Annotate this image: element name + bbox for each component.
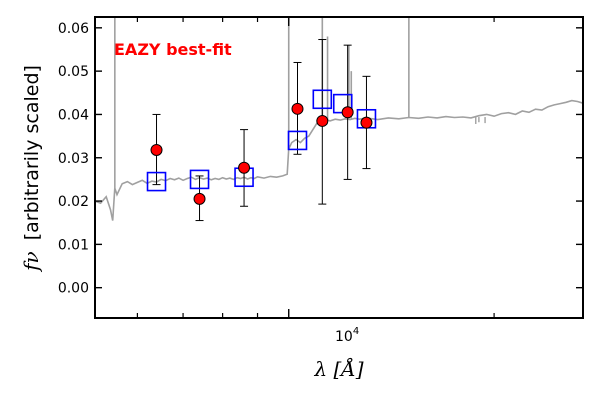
x-axis-label: λ [Å] <box>313 356 363 381</box>
observed-point <box>193 192 206 205</box>
y-tick-label: 0.01 <box>58 237 89 253</box>
observed-point <box>341 106 354 119</box>
model-photometry-point <box>312 89 333 110</box>
y-tick-label: 0.04 <box>58 107 89 123</box>
observed-point <box>291 102 304 115</box>
model-photometry-point <box>287 130 308 151</box>
y-tick-label: 0.03 <box>58 151 89 167</box>
y-tick-label: 0.00 <box>58 281 89 297</box>
observed-point <box>150 143 163 156</box>
plot-frame <box>94 16 584 319</box>
model-photometry-point <box>146 171 167 192</box>
y-axis-label: fν [arbitrarily scaled] <box>19 65 43 273</box>
x-tick-label-1e4: 104 <box>335 326 359 345</box>
template-spectrum-line <box>94 99 584 221</box>
y-axis-title: [arbitrarily scaled] <box>21 65 43 240</box>
y-tick-label: 0.05 <box>58 64 89 80</box>
observed-photometry-layer <box>150 102 373 205</box>
errorbar-layer <box>152 39 371 222</box>
observed-point <box>238 161 251 174</box>
y-tick-label: 0.02 <box>58 194 89 210</box>
y-tick-label: 0.06 <box>58 21 89 37</box>
observed-point <box>316 114 329 127</box>
observed-point <box>360 116 373 129</box>
annotation-label: EAZY best-fit <box>114 40 232 59</box>
model-photometry-point <box>189 169 210 190</box>
y-axis-symbol: fν <box>19 251 43 273</box>
tick-layer: 0.00 0.01 0.02 0.03 0.04 0.05 0.06 <box>58 17 583 318</box>
model-photometry-layer <box>146 89 377 192</box>
